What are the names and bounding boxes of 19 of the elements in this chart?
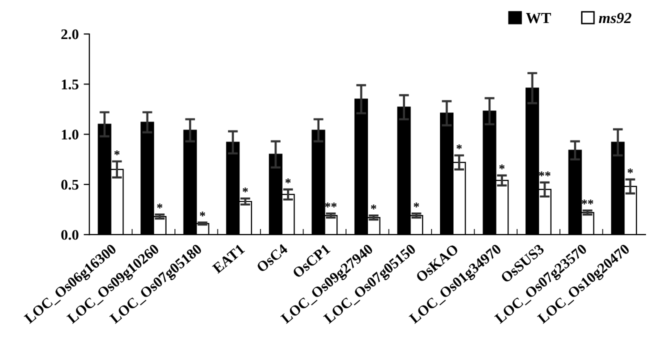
annotation: * — [157, 204, 162, 208]
y-tick-label: 0.0 — [61, 230, 78, 240]
legend-label: ms92 — [598, 12, 632, 24]
annotation: * — [242, 188, 248, 192]
y-tick-label: 2.0 — [61, 29, 78, 40]
annotation: * — [285, 178, 291, 184]
annotation: ** — [325, 202, 337, 208]
annotation: * — [499, 164, 505, 170]
y-tick-label: 1.0 — [62, 130, 78, 140]
annotation: ** — [538, 172, 550, 176]
annotation: * — [628, 168, 633, 174]
annotation: * — [414, 202, 419, 208]
annotation: * — [371, 204, 376, 210]
annotation: * — [114, 150, 120, 156]
y-tick-label: 0.5 — [61, 180, 78, 190]
annotation: * — [200, 212, 206, 216]
y-tick-label: 1.5 — [62, 80, 78, 90]
legend-label: WT — [526, 13, 551, 24]
annotation: * — [456, 144, 462, 150]
